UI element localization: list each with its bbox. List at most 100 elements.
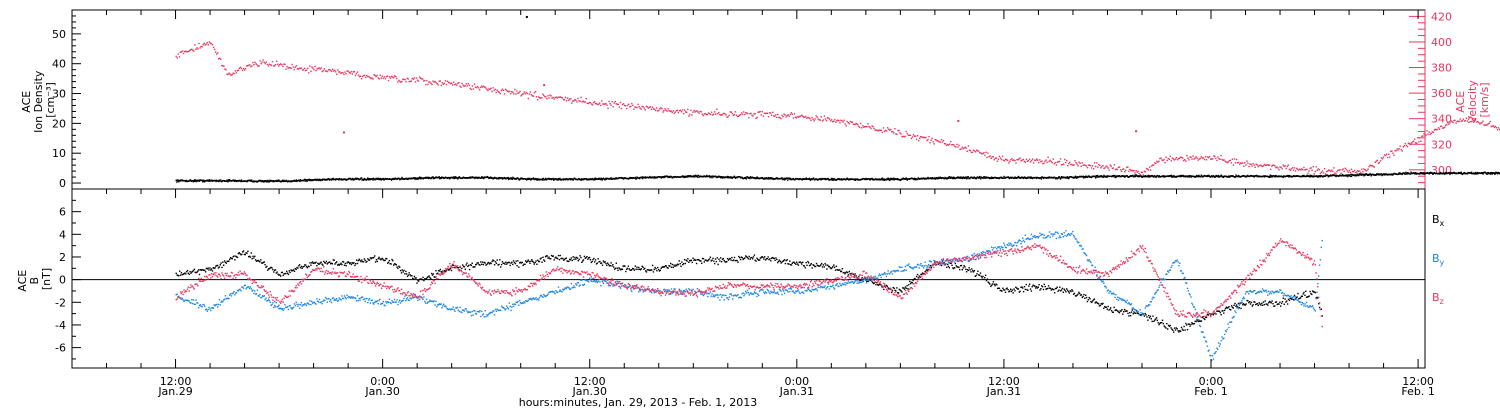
density-point — [266, 181, 268, 183]
velocity-point — [600, 104, 602, 107]
velocity-point — [386, 75, 389, 77]
density-point — [1398, 172, 1400, 174]
velocity-point — [475, 86, 478, 89]
density-point — [458, 176, 461, 178]
density-point — [978, 176, 980, 179]
b-point-bx — [525, 261, 528, 263]
density-point — [1074, 175, 1077, 177]
velocity-point — [736, 115, 739, 118]
b-point-bx — [444, 270, 447, 273]
velocity-point — [923, 136, 925, 138]
b-point-bx — [276, 271, 278, 273]
velocity-point — [913, 135, 916, 137]
velocity-point — [1095, 165, 1097, 168]
density-point — [1288, 174, 1291, 177]
velocity-point — [271, 61, 274, 63]
velocity-point — [931, 137, 933, 140]
velocity-point — [513, 93, 515, 95]
density-point — [854, 178, 856, 180]
density-point — [1349, 175, 1352, 177]
velocity-point — [749, 113, 751, 115]
b-point-bx — [286, 272, 289, 274]
velocity-point — [643, 107, 645, 109]
density-point — [905, 178, 907, 180]
density-point — [1256, 174, 1258, 177]
velocity-point — [368, 75, 370, 78]
velocity-point — [836, 120, 838, 122]
velocity-point — [376, 74, 378, 77]
velocity-point — [1192, 155, 1194, 157]
b-point-bx — [418, 278, 421, 281]
density-point — [1379, 174, 1382, 176]
velocity-point — [1459, 118, 1461, 120]
velocity-point — [320, 67, 322, 69]
b-point-bx — [509, 264, 511, 267]
density-point — [1217, 175, 1219, 178]
velocity-point — [692, 111, 694, 113]
b-point-bx — [583, 255, 586, 258]
velocity-point — [203, 42, 205, 44]
density-point — [355, 177, 357, 179]
b-point-bx — [662, 265, 664, 268]
velocity-point — [344, 71, 346, 73]
velocity-point — [883, 130, 886, 132]
velocity-point — [776, 116, 778, 119]
density-point — [446, 177, 449, 179]
velocity-point — [193, 50, 195, 52]
b-point-bx — [441, 272, 443, 274]
density-point — [1358, 173, 1360, 175]
density-point — [938, 176, 940, 179]
velocity-point — [1229, 159, 1231, 162]
velocity-point — [1334, 172, 1336, 174]
velocity-point — [624, 105, 627, 107]
velocity-point — [1048, 160, 1050, 163]
velocity-point — [1030, 159, 1033, 162]
velocity-point — [210, 43, 213, 45]
b-point-bx — [608, 265, 611, 267]
density-point — [290, 180, 292, 182]
b-point-bx — [432, 273, 435, 275]
b-point-bx — [503, 262, 505, 264]
velocity-point — [1249, 163, 1251, 165]
density-point — [1361, 174, 1363, 176]
velocity-point — [1269, 164, 1271, 166]
density-point — [761, 176, 763, 179]
density-point — [454, 177, 456, 179]
velocity-point — [708, 112, 711, 115]
velocity-point — [966, 150, 968, 152]
b-point-bx — [319, 262, 321, 264]
b-point-bx — [233, 255, 235, 257]
density-point — [684, 176, 686, 178]
density-point — [226, 179, 228, 181]
b-point-bx — [512, 260, 515, 262]
velocity-point — [1069, 161, 1071, 164]
velocity-point — [1391, 150, 1393, 152]
velocity-point — [1161, 159, 1163, 161]
velocity-point — [1277, 167, 1279, 169]
velocity-point — [1337, 169, 1339, 171]
density-point — [430, 177, 432, 180]
velocity-point — [628, 103, 630, 105]
b-point-bx — [656, 270, 658, 272]
b-point-bx — [284, 273, 286, 275]
b-point-bx — [450, 269, 453, 272]
b-point-bx — [559, 254, 561, 257]
density-point — [808, 178, 810, 180]
b-point-bx — [356, 262, 359, 265]
b-point-bx — [514, 262, 517, 265]
density-point — [1194, 176, 1196, 178]
velocity-point — [765, 112, 768, 114]
density-point — [1498, 172, 1500, 174]
velocity-point — [592, 101, 595, 104]
velocity-point — [1492, 125, 1495, 127]
density-point — [959, 176, 962, 178]
density-point — [1113, 176, 1115, 178]
velocity-point — [447, 81, 450, 84]
b-point-bx — [639, 269, 642, 271]
velocity-point — [1074, 160, 1076, 162]
velocity-point — [435, 81, 437, 84]
velocity-point — [1466, 120, 1469, 122]
b-point-bx — [330, 262, 333, 264]
density-point — [1180, 175, 1182, 178]
velocity-point — [1094, 162, 1096, 164]
